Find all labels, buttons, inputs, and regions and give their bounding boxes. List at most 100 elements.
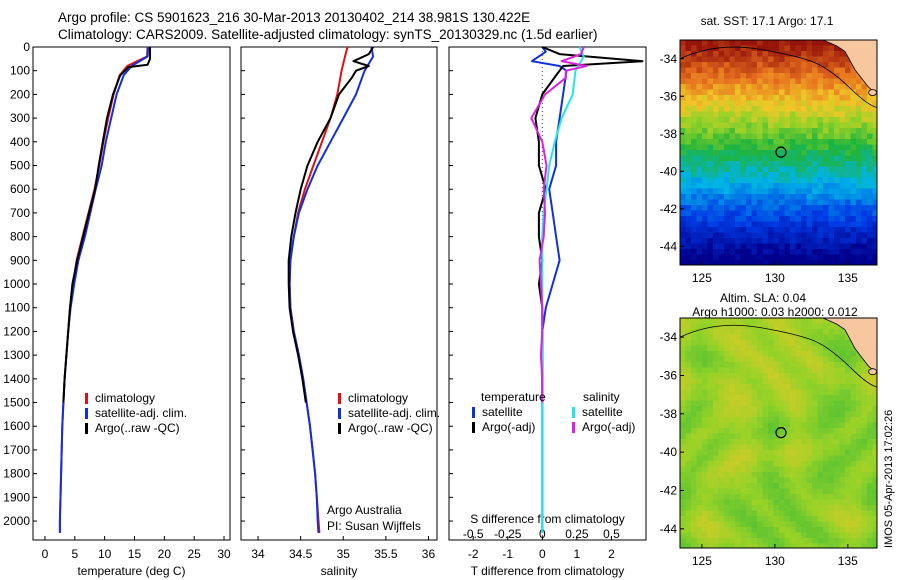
sla-map-cell	[823, 527, 829, 533]
sla-map-cell	[746, 395, 752, 401]
sla-map-cell	[850, 450, 857, 456]
sst-map-cell	[724, 139, 730, 145]
sla-map-cell	[861, 422, 868, 429]
sla-map-cell	[768, 516, 774, 522]
sla-map-cell	[773, 505, 780, 511]
sla-map-cell	[817, 345, 824, 352]
sla-map-cell	[867, 422, 873, 429]
sst-map-cell	[850, 150, 857, 156]
sst-map-cell	[779, 221, 785, 228]
sla-map-cell	[872, 477, 877, 484]
sla-map-cell	[685, 389, 692, 396]
sla-map-cell	[828, 516, 835, 522]
sst-map-cell	[680, 172, 686, 178]
sla-map-cell	[735, 417, 741, 423]
sst-map-cell	[773, 40, 780, 46]
sst-map-cell	[740, 254, 747, 261]
sst-map-cell	[680, 205, 686, 211]
sla-map-cell	[795, 384, 802, 390]
sst-map-cell	[718, 194, 725, 200]
sst-map-cell	[790, 95, 796, 101]
sla-map-cell	[757, 532, 763, 539]
sst-map-cell	[856, 111, 862, 118]
sla-map-cell	[867, 450, 873, 456]
sla-map-cell	[790, 351, 796, 357]
sst-map-cell	[801, 199, 807, 206]
sst-map-lat-tick-label: -44	[660, 239, 678, 253]
sla-map-cell	[680, 384, 686, 390]
sla-map-cell	[762, 373, 769, 379]
sla-map-cell	[702, 532, 708, 539]
sla-map-cell	[751, 367, 758, 374]
sst-map-cell	[751, 221, 758, 228]
sst-map-cell	[746, 177, 752, 184]
sla-map-cell	[784, 356, 791, 363]
sst-map-cell	[729, 45, 736, 52]
sla-map-cell	[790, 367, 796, 374]
sst-map-cell	[729, 188, 736, 195]
sla-map-cell	[773, 499, 780, 506]
sst-map-cell	[740, 67, 747, 74]
sst-map-cell	[773, 188, 780, 195]
sla-map-cell	[773, 411, 780, 418]
sla-map-cell	[696, 351, 703, 357]
sla-map-cell	[680, 466, 686, 473]
sst-map-cell	[845, 111, 851, 118]
sst-map-cell	[713, 56, 719, 63]
sst-map-cell	[823, 205, 829, 211]
sst-map-cell	[762, 144, 769, 151]
sla-map-cell	[779, 362, 785, 368]
sst-map-cell	[746, 133, 752, 140]
sla-map-cell	[779, 505, 785, 511]
sla-map-cell	[861, 444, 868, 451]
sst-map-cell	[839, 194, 846, 200]
sst-map-cell	[702, 194, 708, 200]
sla-map-cell	[729, 483, 736, 489]
sla-map-cell	[680, 362, 686, 368]
sst-map-cell	[872, 106, 877, 112]
sla-map-cell	[707, 433, 714, 440]
sst-map-cell	[790, 45, 796, 52]
sst-map-cell	[856, 73, 862, 79]
sst-map-cell	[817, 249, 824, 255]
sst-map-cell	[735, 84, 741, 90]
sst-map-cell	[839, 166, 846, 173]
sla-map-cell	[790, 510, 796, 517]
sla-map-cell	[746, 455, 752, 462]
sla-map-cell	[746, 406, 752, 412]
sla-map-cell	[707, 323, 714, 330]
sla-map-cell	[735, 384, 741, 390]
sla-map-cell	[751, 384, 758, 390]
sst-map-cell	[834, 243, 840, 250]
sst-map-cell	[779, 177, 785, 184]
sst-map-title: sat. SST: 17.1 Argo: 17.1	[701, 14, 834, 28]
sst-map-cell	[867, 249, 873, 255]
sla-map-cell	[817, 466, 824, 473]
sst-map-cell	[779, 194, 785, 200]
sla-map-cell	[806, 499, 813, 506]
sla-map-cell	[724, 543, 730, 548]
sst-map-cell	[823, 95, 829, 101]
sst-map-cell	[779, 84, 785, 90]
sst-map-cell	[828, 221, 835, 228]
sla-map-cell	[779, 532, 785, 539]
sla-map-cell	[762, 532, 769, 539]
difference-legend-temperature-swatch	[472, 422, 475, 433]
sst-map-cell	[768, 249, 774, 255]
sst-map-cell	[850, 227, 857, 233]
sla-map-cell	[795, 334, 802, 341]
sla-map-cell	[784, 400, 791, 407]
sla-map-cell	[779, 439, 785, 445]
sla-map-cell	[757, 543, 763, 548]
sla-map-cell	[790, 323, 796, 330]
sla-map-cell	[735, 351, 741, 357]
sla-map-cell	[839, 384, 846, 390]
sla-map-cell	[801, 318, 807, 324]
sla-map-cell	[680, 406, 686, 412]
sla-map-cell	[696, 422, 703, 429]
sla-map-cell	[817, 395, 824, 401]
sla-map-cell	[801, 461, 807, 467]
sla-map-cell	[740, 378, 747, 385]
sla-map-cell	[751, 505, 758, 511]
sla-map-cell	[713, 439, 719, 445]
